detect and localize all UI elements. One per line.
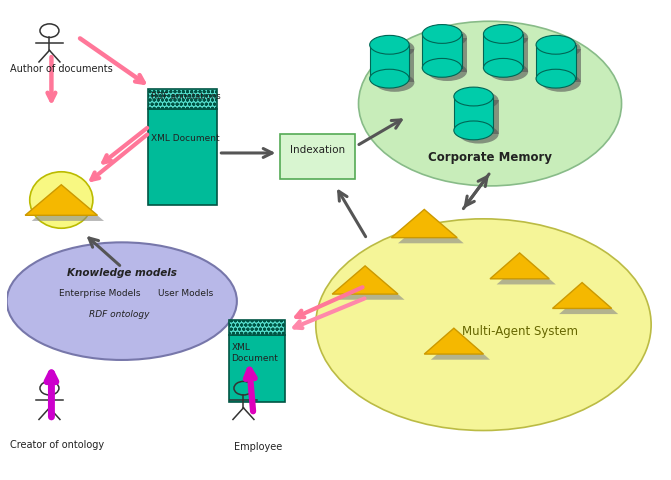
Ellipse shape	[454, 87, 493, 106]
Text: User Models: User Models	[158, 289, 213, 299]
Ellipse shape	[483, 59, 523, 77]
Polygon shape	[490, 253, 550, 279]
Bar	[427, 38, 467, 72]
Text: Multi-Agent System: Multi-Agent System	[462, 324, 578, 337]
Ellipse shape	[454, 121, 493, 140]
Text: Creator of ontology: Creator of ontology	[10, 440, 104, 450]
Ellipse shape	[536, 36, 576, 54]
Polygon shape	[398, 215, 464, 243]
Ellipse shape	[375, 39, 415, 58]
Text: XML Document: XML Document	[152, 134, 220, 143]
Ellipse shape	[7, 242, 237, 360]
Text: Employee: Employee	[234, 442, 282, 452]
Bar	[229, 320, 285, 335]
Ellipse shape	[375, 73, 415, 92]
Bar	[459, 100, 499, 134]
Text: Knowledge models: Knowledge models	[67, 268, 176, 278]
Polygon shape	[431, 334, 490, 360]
Ellipse shape	[488, 28, 528, 47]
Bar	[148, 89, 217, 109]
Polygon shape	[332, 266, 398, 294]
Bar	[375, 48, 415, 83]
Bar	[483, 34, 523, 68]
Text: Indexation: Indexation	[289, 145, 345, 155]
Text: Author of documents: Author of documents	[10, 64, 113, 73]
Text: XML
Document: XML Document	[231, 344, 278, 363]
Polygon shape	[559, 288, 618, 314]
Polygon shape	[391, 209, 457, 238]
Ellipse shape	[427, 28, 467, 47]
Ellipse shape	[370, 69, 409, 88]
Ellipse shape	[483, 24, 523, 43]
Bar	[454, 96, 493, 131]
Ellipse shape	[422, 24, 462, 43]
Polygon shape	[497, 259, 556, 285]
Ellipse shape	[459, 91, 499, 110]
Polygon shape	[32, 191, 104, 221]
Ellipse shape	[541, 73, 581, 92]
Ellipse shape	[459, 125, 499, 144]
Bar	[280, 134, 355, 179]
Ellipse shape	[488, 62, 528, 81]
Ellipse shape	[541, 39, 581, 58]
Text: RDF ontology: RDF ontology	[89, 310, 150, 319]
Bar	[536, 45, 576, 79]
Ellipse shape	[536, 69, 576, 88]
Text: Corporate Memory: Corporate Memory	[428, 151, 552, 164]
Ellipse shape	[316, 219, 651, 431]
Bar	[370, 45, 409, 79]
Ellipse shape	[358, 21, 621, 186]
Ellipse shape	[422, 59, 462, 77]
Bar	[541, 48, 581, 83]
Text: RDF annotations: RDF annotations	[152, 92, 221, 101]
Polygon shape	[25, 185, 97, 216]
Polygon shape	[424, 328, 483, 354]
Bar	[229, 335, 285, 402]
Text: Enterprise Models: Enterprise Models	[59, 289, 141, 299]
Ellipse shape	[30, 172, 93, 228]
Ellipse shape	[370, 36, 409, 54]
Bar	[488, 38, 528, 72]
Bar	[422, 34, 462, 68]
Polygon shape	[339, 272, 405, 300]
Bar	[148, 109, 217, 205]
Polygon shape	[552, 283, 612, 309]
Ellipse shape	[427, 62, 467, 81]
